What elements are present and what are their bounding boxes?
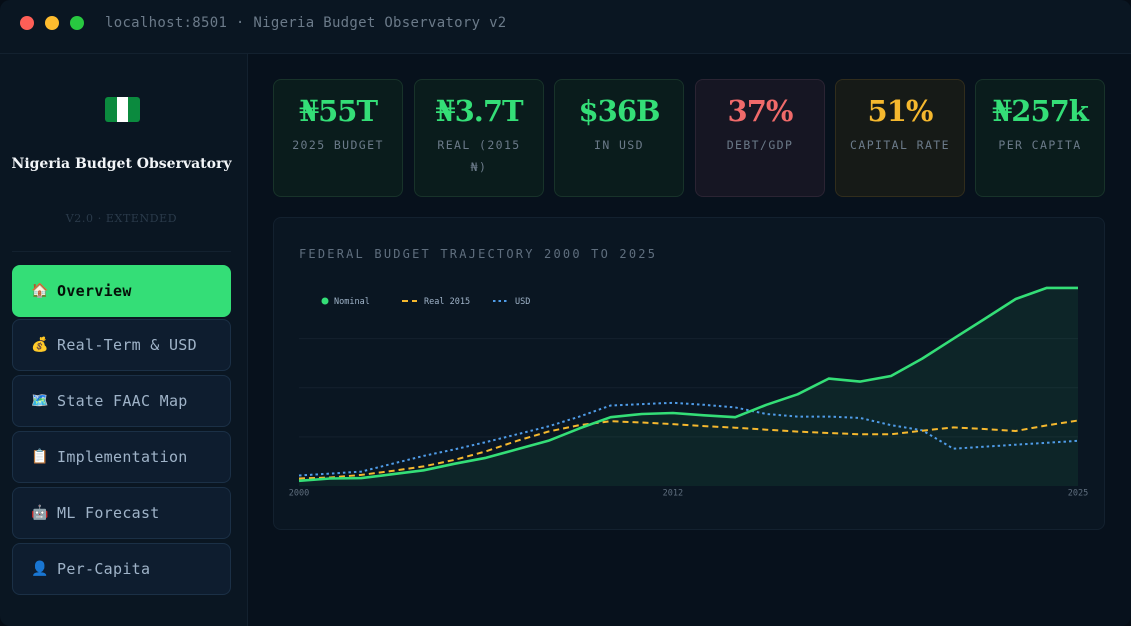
- close-window-button[interactable]: [20, 16, 34, 30]
- nav-label: Per-Capita: [57, 560, 151, 578]
- nav-overview[interactable]: 🏠 Overview: [12, 265, 231, 317]
- nav-ml-forecast[interactable]: 🤖 ML Forecast: [12, 487, 231, 539]
- chart-title: FEDERAL BUDGET TRAJECTORY 2000 TO 2025: [299, 247, 658, 261]
- kpi-value: 51%: [867, 94, 934, 128]
- nav-label: Overview: [57, 282, 132, 300]
- nav-label: Real-Term & USD: [57, 336, 197, 354]
- chart-card: FEDERAL BUDGET TRAJECTORY 2000 TO 2025 2…: [273, 217, 1105, 530]
- nav-label: State FAAC Map: [57, 392, 188, 410]
- nav-state-faac-map[interactable]: 🗺️ State FAAC Map: [12, 375, 231, 427]
- x-tick-label: 2025: [1068, 489, 1088, 499]
- kpi-card-capital-rate: 51% CAPITAL RATE: [835, 79, 965, 197]
- robot-icon: 🤖: [31, 505, 49, 521]
- sidebar: Nigeria Budget Observatory V2.0 · EXTEND…: [0, 54, 248, 626]
- x-tick-label: 2000: [289, 489, 309, 499]
- series-line-nominal: [298, 286, 1078, 483]
- nav-implementation[interactable]: 📋 Implementation: [12, 431, 231, 483]
- nav-per-capita[interactable]: 👤 Per-Capita: [12, 543, 231, 595]
- sidebar-divider: [12, 251, 231, 252]
- legend-label: Real 2015: [424, 297, 470, 307]
- kpi-card-budget: ₦55T 2025 BUDGET: [273, 79, 403, 197]
- nav-real-term-usd[interactable]: 💰 Real-Term & USD: [12, 319, 231, 371]
- kpi-value: ₦257k: [992, 94, 1089, 128]
- kpi-value: 37%: [727, 94, 794, 128]
- x-tick-label: 2012: [663, 489, 683, 499]
- kpi-label: CAPITAL RATE: [850, 138, 950, 152]
- nominal-area: [299, 287, 1078, 486]
- title-bar: localhost:8501 · Nigeria Budget Observat…: [0, 0, 1131, 54]
- budget-trajectory-chart: 2000 2012 2025 Nominal Real 2015 USD: [289, 286, 1088, 499]
- kpi-card-usd: $36B IN USD: [554, 79, 684, 197]
- minimize-window-button[interactable]: [45, 16, 59, 30]
- kpi-card-per-capita: ₦257k PER CAPITA: [975, 79, 1105, 197]
- legend-label: Nominal: [334, 297, 370, 307]
- kpi-card-real: ₦3.7T REAL (2015 ₦): [414, 79, 544, 197]
- maximize-window-button[interactable]: [70, 16, 84, 30]
- kpi-label: REAL (2015 ₦): [437, 138, 521, 174]
- home-icon: 🏠: [31, 283, 49, 299]
- window-url: localhost:8501 · Nigeria Budget Observat…: [105, 15, 507, 31]
- kpi-label: IN USD: [594, 138, 644, 152]
- kpi-label: 2025 BUDGET: [292, 138, 384, 152]
- kpi-label: DEBT/GDP: [726, 138, 794, 152]
- person-icon: 👤: [31, 561, 49, 577]
- legend-label: USD: [515, 297, 530, 307]
- money-bag-icon: 💰: [31, 337, 49, 353]
- legend-marker: [321, 297, 329, 305]
- version-label: V2.0 · EXTENDED: [65, 212, 178, 225]
- kpi-value: ₦3.7T: [435, 94, 523, 128]
- kpi-value: ₦55T: [298, 94, 378, 128]
- nigeria-flag-icon: [105, 97, 140, 122]
- kpi-value: $36B: [578, 94, 660, 128]
- nav-label: ML Forecast: [57, 504, 160, 522]
- nav-label: Implementation: [57, 448, 188, 466]
- clipboard-icon: 📋: [31, 449, 49, 465]
- series-line-real-2015: [298, 419, 1079, 480]
- sidebar-title: Nigeria Budget Observatory: [11, 156, 232, 172]
- map-icon: 🗺️: [31, 393, 49, 409]
- kpi-card-debt-gdp: 37% DEBT/GDP: [695, 79, 825, 197]
- kpi-label: PER CAPITA: [998, 138, 1082, 152]
